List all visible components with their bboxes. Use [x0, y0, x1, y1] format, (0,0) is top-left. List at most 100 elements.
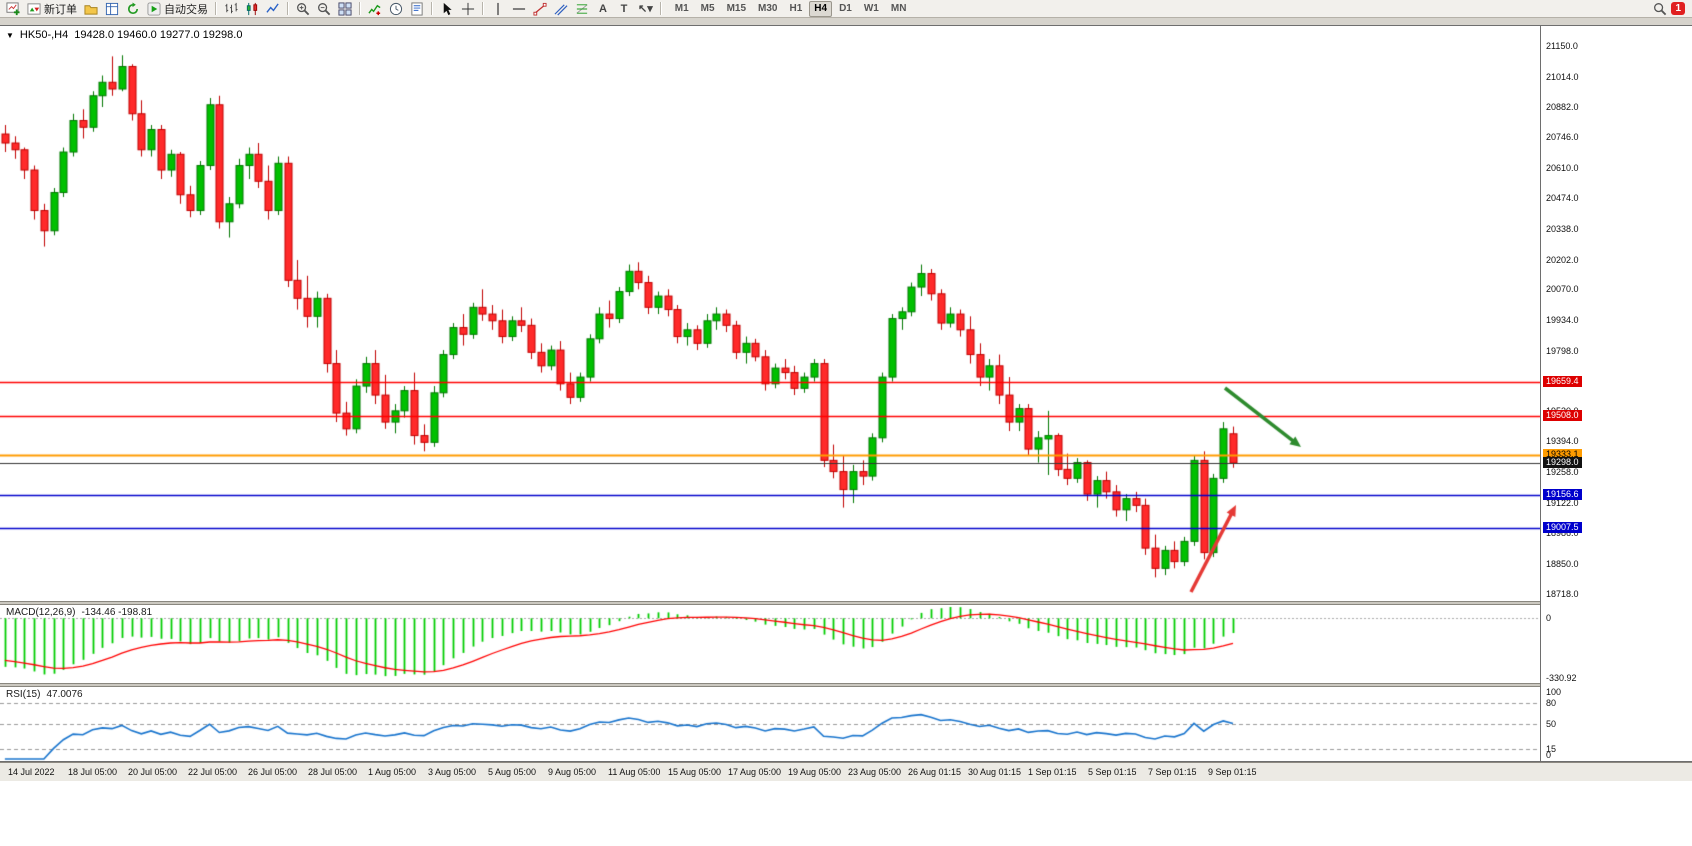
new-order-label: 新订单: [44, 3, 77, 16]
candlestick-chart-button[interactable]: [242, 1, 262, 17]
price-axis[interactable]: 21150.0 21014.0 20882.0 20746.0 20610.0 20474…: [1540, 26, 1692, 761]
rsi-axis-label: 80: [1546, 698, 1557, 708]
symbol-dropdown-icon[interactable]: ▼: [6, 30, 14, 40]
rsi-value: 47.0076: [46, 689, 83, 700]
time-label: 15 Aug 05:00: [668, 767, 722, 777]
zoom-in-button[interactable]: [293, 1, 313, 17]
price-tick: 20746.0: [1546, 132, 1579, 143]
cursor-button[interactable]: [437, 1, 457, 17]
symbol-period: HK50-,H4: [19, 29, 69, 41]
autotrade-button[interactable]: 自动交易: [144, 1, 211, 17]
price-tick: 20474.0: [1546, 193, 1579, 204]
time-label: 19 Aug 05:00: [788, 767, 842, 777]
rsi-axis-label: 0: [1546, 750, 1552, 760]
timeframe-h1[interactable]: H1: [784, 1, 807, 17]
time-axis[interactable]: 14 Jul 2022 18 Jul 05:00 20 Jul 05:00 22 Ju…: [0, 762, 1692, 781]
price-tick: 20882.0: [1546, 101, 1579, 112]
time-label: 9 Sep 01:15: [1208, 767, 1257, 777]
new-chart-button[interactable]: [3, 1, 23, 17]
timeframe-h4[interactable]: H4: [809, 0, 833, 17]
price-tick: 19394.0: [1546, 436, 1579, 447]
vertical-line-icon: [497, 2, 499, 15]
indicators-button[interactable]: [365, 1, 385, 17]
zoom-out-button[interactable]: [314, 1, 334, 17]
time-label: 20 Jul 05:00: [128, 767, 178, 777]
price-chart[interactable]: [0, 26, 1540, 601]
fibonacci-button[interactable]: [572, 1, 592, 17]
level-price-label: 19333.1: [1543, 449, 1582, 461]
trendline-button[interactable]: [530, 1, 550, 17]
price-tick: 19934.0: [1546, 314, 1579, 325]
timeframe-d1[interactable]: D1: [834, 1, 857, 17]
time-label: 14 Jul 2022: [8, 767, 55, 777]
price-tick: 18850.0: [1546, 558, 1579, 569]
price-tick: 19258.0: [1546, 467, 1579, 478]
template-icon: [411, 1, 423, 16]
macd-label: MACD(12,26,9) -134.46 -198.81: [6, 607, 152, 618]
rsi-axis-label: 50: [1546, 719, 1557, 729]
rsi-panel[interactable]: [0, 687, 1540, 761]
market-watch-button[interactable]: [102, 1, 122, 17]
templates-button[interactable]: [407, 1, 427, 17]
zoom-in-icon: [297, 2, 310, 15]
channel-icon: [554, 3, 568, 15]
time-label: 22 Jul 05:00: [188, 767, 238, 777]
time-label: 3 Aug 05:00: [428, 767, 477, 777]
timeframe-mn[interactable]: MN: [886, 1, 912, 17]
channel-button[interactable]: [551, 1, 571, 17]
arrows-dropdown-button[interactable]: ↖▾: [635, 1, 656, 17]
trendline-icon: [533, 2, 547, 16]
horizontal-line-icon: [512, 7, 526, 10]
price-tick: 19798.0: [1546, 345, 1579, 356]
timeframe-m1[interactable]: M1: [670, 1, 694, 17]
zoom-out-icon: [318, 2, 331, 15]
current-price-label: 19298.0: [1543, 457, 1582, 469]
panel-splitter[interactable]: [0, 601, 1692, 605]
timeframe-m30[interactable]: M30: [753, 1, 782, 17]
price-tick: 20070.0: [1546, 284, 1579, 295]
level-price-label: 19659.4: [1543, 375, 1582, 387]
ohlc-readout: ▼ HK50-,H4 19428.0 19460.0 19277.0 19298…: [6, 29, 242, 41]
tile-windows-button[interactable]: [335, 1, 355, 17]
refresh-icon: [127, 1, 139, 14]
refresh-button[interactable]: [123, 1, 143, 17]
table-icon: [105, 2, 119, 15]
toolbar-separator: [359, 2, 361, 15]
window-bottom-area: [0, 781, 1692, 846]
timeframe-w1[interactable]: W1: [859, 1, 884, 17]
new-order-button[interactable]: 新订单: [24, 1, 80, 17]
search-button[interactable]: [1650, 1, 1670, 17]
rsi-axis-label: 100: [1546, 687, 1562, 697]
bar-chart-button[interactable]: [221, 1, 241, 17]
toolbar: 新订单 自动交易: [0, 0, 1692, 18]
price-tick: 20610.0: [1546, 162, 1579, 173]
timeframe-group: M1 M5 M15 M30 H1 H4 D1 W1 MN: [670, 0, 912, 17]
timeframe-m5[interactable]: M5: [696, 1, 720, 17]
line-chart-button[interactable]: [263, 1, 283, 17]
toolbar-separator: [659, 2, 662, 15]
time-label: 1 Sep 01:15: [1028, 767, 1077, 777]
indicators-icon: [368, 4, 381, 15]
label-button[interactable]: T: [614, 1, 634, 17]
panel-splitter[interactable]: [0, 683, 1692, 687]
time-label: 26 Aug 01:15: [908, 767, 962, 777]
search-icon: [1654, 2, 1667, 15]
workspace: ▼ HK50-,H4 19428.0 19460.0 19277.0 19298…: [0, 18, 1692, 846]
profiles-button[interactable]: [81, 1, 101, 17]
line-chart-icon: [266, 2, 279, 13]
bar-chart-icon: [225, 2, 238, 13]
text-button[interactable]: A: [593, 1, 613, 17]
macd-panel[interactable]: [0, 605, 1540, 683]
crosshair-button[interactable]: [458, 1, 478, 17]
horizontal-line-button[interactable]: [509, 1, 529, 17]
price-tick: 20338.0: [1546, 223, 1579, 234]
level-price-label: 19508.0: [1543, 409, 1582, 421]
timeframe-m15[interactable]: M15: [722, 1, 751, 17]
vertical-line-button[interactable]: [488, 1, 508, 17]
macd-axis-label: -330.92: [1546, 673, 1577, 684]
macd-name: MACD(12,26,9): [6, 607, 76, 618]
level-price-label: 19156.6: [1543, 488, 1582, 500]
periods-button[interactable]: [386, 1, 406, 17]
notification-badge[interactable]: 1: [1671, 2, 1685, 15]
time-label: 30 Aug 01:15: [968, 767, 1022, 777]
